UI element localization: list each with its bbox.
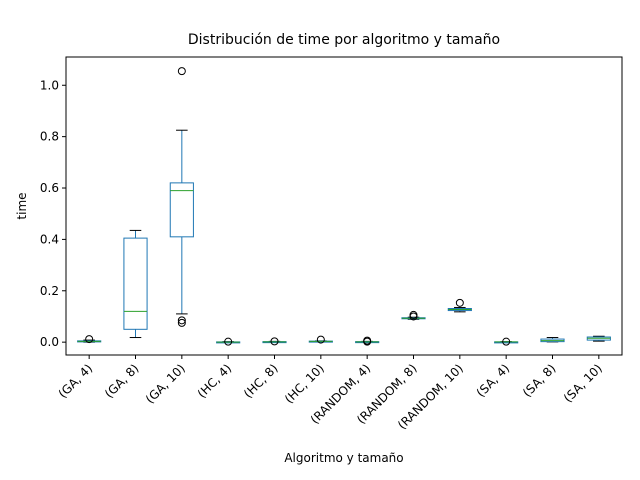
- box: [123, 237, 148, 330]
- x-tick-label: (HC, 10): [282, 361, 327, 406]
- x-tick-label: (GA, 4): [56, 361, 96, 401]
- x-tick-label: (HC, 8): [241, 361, 281, 401]
- y-axis-label: time: [15, 192, 29, 219]
- outlier-point: [177, 316, 186, 325]
- outlier-point: [316, 335, 325, 344]
- box: [169, 182, 194, 238]
- x-tick-label: (GA, 8): [102, 361, 142, 401]
- x-tick-label: (GA, 10): [143, 361, 188, 406]
- outlier-point: [85, 335, 94, 344]
- y-tick-label: 0.6: [40, 181, 59, 195]
- outlier-point: [270, 337, 279, 346]
- plot-frame: [65, 56, 623, 356]
- outlier-point: [177, 67, 186, 76]
- outlier-point: [455, 298, 464, 307]
- y-tick-label: 0.2: [40, 284, 59, 298]
- x-tick-label: (SA, 4): [474, 361, 513, 400]
- y-tick-label: 0.8: [40, 130, 59, 144]
- y-tick-label: 0.4: [40, 232, 59, 246]
- plot-area: 0.0 0.2 0.4 0.6 0.8 1.0 (GA, 4) (GA, 8) (GA, 10)…: [40, 67, 611, 432]
- outlier-point: [363, 336, 372, 345]
- chart-title: Distribución de time por algoritmo y tam…: [188, 32, 500, 48]
- outlier-point: [409, 310, 418, 319]
- x-axis-label: Algoritmo y tamaño: [284, 451, 403, 465]
- outlier-point: [177, 318, 186, 327]
- outlier-point: [502, 337, 511, 346]
- outlier-point: [224, 337, 233, 346]
- y-tick-label: 1.0: [40, 78, 59, 92]
- y-tick-label: 0.0: [40, 335, 59, 349]
- x-tick-label: (HC, 4): [195, 361, 235, 401]
- x-tick-label: (SA, 10): [561, 361, 605, 405]
- x-tick-label: (SA, 8): [520, 361, 559, 400]
